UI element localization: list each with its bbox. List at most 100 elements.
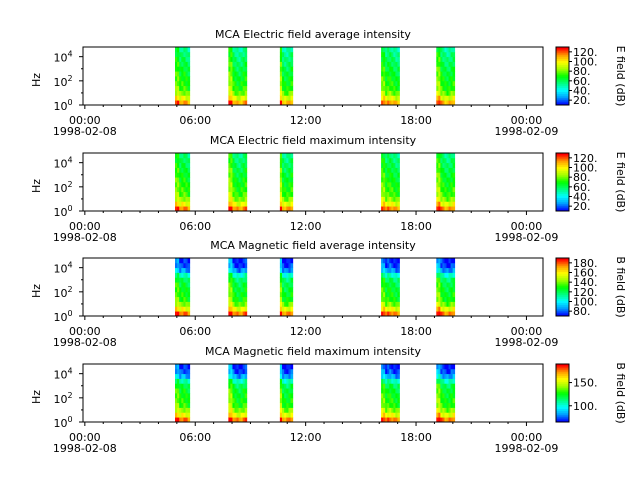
spectrogram-cell — [383, 388, 386, 394]
spectrogram-cell — [436, 393, 439, 399]
spectrogram-cell — [240, 262, 244, 269]
spectrogram-cell — [240, 311, 244, 317]
spectrogram-cell — [391, 201, 394, 207]
spectrogram-cell — [185, 378, 189, 384]
spectrogram-cell — [286, 51, 289, 58]
spectrogram-cell — [282, 393, 285, 399]
spectrogram-cell — [185, 186, 189, 193]
spectrogram-cell — [391, 162, 394, 168]
spectrogram-cell — [234, 383, 237, 389]
spectrogram-cell — [438, 306, 441, 312]
colorbar-tick-label: 120. — [573, 46, 598, 59]
spectrogram-cell — [440, 277, 443, 283]
spectrogram-cell — [238, 186, 242, 193]
spectrogram-cell — [444, 186, 447, 193]
spectrogram-cell — [395, 373, 398, 379]
spectrogram-cell — [393, 306, 396, 312]
spectrogram-cell — [397, 76, 400, 82]
spectrogram-cell — [236, 47, 239, 53]
spectrogram-cell — [238, 80, 242, 87]
spectrogram-cell — [179, 157, 182, 164]
spectrogram-cell — [284, 407, 287, 413]
x-date-end: 1998-02-09 — [494, 442, 558, 455]
spectrogram-cell — [181, 47, 184, 53]
spectrogram-cell — [183, 393, 186, 399]
spectrogram-cell — [383, 296, 386, 302]
spectrogram-cell — [282, 267, 285, 273]
spectrogram-cell — [181, 378, 184, 384]
spectrogram-cell — [236, 368, 239, 375]
spectrogram-cell — [238, 182, 242, 188]
spectrogram-cell — [381, 201, 384, 207]
spectrogram-cell — [279, 85, 283, 91]
spectrogram-cell — [452, 267, 456, 273]
spectrogram-cell — [381, 368, 384, 375]
spectrogram-cell — [397, 412, 400, 418]
spectrogram-cell — [242, 402, 246, 408]
spectrogram-cell — [185, 47, 189, 53]
spectrogram-cell — [177, 61, 180, 67]
spectrogram-cell — [383, 196, 386, 202]
spectrogram-cell — [230, 80, 233, 87]
spectrogram-cell — [286, 277, 289, 283]
spectrogram-cell — [228, 206, 231, 212]
spectrogram-cell — [185, 402, 189, 408]
spectrogram-cell — [238, 291, 242, 298]
spectrogram-cell — [240, 157, 244, 164]
spectrogram-cell — [279, 95, 283, 101]
spectrogram-cell — [393, 196, 396, 202]
colorbar-swatch — [556, 383, 569, 386]
spectrogram-cell — [381, 66, 384, 72]
spectrogram-cell — [175, 186, 178, 193]
spectrogram-cell — [383, 301, 386, 307]
spectrogram-cell — [436, 378, 439, 384]
spectrogram-cell — [446, 186, 449, 193]
spectrogram-cell — [286, 206, 289, 212]
colorbar-swatch — [556, 201, 569, 204]
spectrogram-cell — [385, 80, 388, 87]
spectrogram-cell — [279, 287, 283, 293]
spectrogram-cell — [282, 47, 285, 53]
spectrogram-cell — [240, 162, 244, 168]
y-tick-label: 102 — [53, 74, 72, 89]
spectrogram-cell — [288, 51, 292, 58]
spectrogram-cell — [242, 291, 246, 298]
spectrogram-cell — [446, 76, 449, 82]
spectrogram-cell — [238, 364, 242, 370]
spectrogram-cell — [450, 162, 454, 168]
spectrogram-cell — [448, 407, 451, 413]
spectrogram-cell — [286, 162, 289, 168]
spectrogram-cell — [286, 80, 289, 87]
colorbar-swatch — [556, 209, 569, 212]
spectrogram-cell — [450, 301, 454, 307]
colorbar-swatch — [556, 193, 569, 197]
spectrogram-cell — [397, 287, 400, 293]
spectrogram-cell — [444, 172, 447, 178]
spectrogram-cell — [391, 364, 394, 370]
spectrogram-cell — [446, 311, 449, 317]
spectrogram-cell — [288, 66, 292, 72]
spectrogram-cell — [438, 412, 441, 418]
spectrogram-cell — [446, 397, 449, 404]
spectrogram-cell — [383, 258, 386, 264]
spectrogram-cell — [242, 258, 246, 264]
spectrogram-cell — [395, 378, 398, 384]
colorbar-swatch — [556, 373, 569, 377]
spectrogram-cell — [234, 206, 237, 212]
spectrogram-cell — [290, 61, 294, 67]
colorbar: 80.100.120.140.160.180. B field (dB) — [555, 256, 627, 318]
spectrogram-cell — [383, 177, 386, 183]
spectrogram-cell — [282, 153, 285, 159]
spectrogram-cell — [236, 56, 239, 62]
spectrogram-cell — [395, 162, 398, 168]
spectrogram-cell — [240, 182, 244, 188]
spectrogram-cell — [385, 383, 388, 389]
spectrogram-cell — [232, 311, 235, 317]
spectrogram-cell — [393, 388, 396, 394]
spectrogram-cell — [177, 287, 180, 293]
panel-title: MCA Electric field maximum intensity — [210, 134, 417, 147]
spectrogram-cell — [397, 373, 400, 379]
spectrogram-cell — [236, 153, 239, 159]
spectrogram-cell — [438, 61, 441, 67]
colorbar-swatch — [556, 101, 569, 104]
